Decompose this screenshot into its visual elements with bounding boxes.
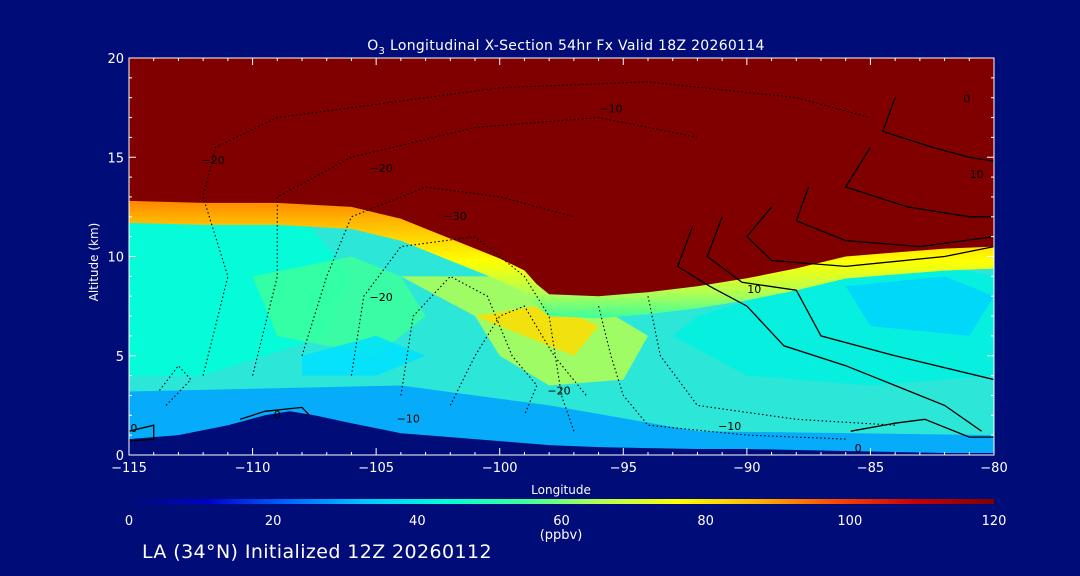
contour-label: 0: [855, 442, 862, 455]
x-tick-label: −95: [610, 461, 637, 476]
x-tick-label: −105: [358, 461, 394, 476]
title-species: O: [367, 38, 378, 54]
terrain-mask: [129, 411, 994, 455]
y-tick-label: 5: [116, 350, 124, 365]
colorbar-tick-label: 120: [982, 514, 1007, 529]
y-tick-label: 20: [107, 52, 124, 67]
x-tick-label: −110: [235, 461, 271, 476]
plot-area: −10 −20 −20 −30 −20 −20 −10 −10 0 0 0 10 0 10: [129, 58, 994, 455]
contour-line: [202, 81, 871, 376]
x-tick-label: −85: [857, 461, 884, 476]
contour-line: [850, 418, 994, 438]
footer-text: LA (34°N) Initialized 12Z 20260112: [142, 541, 492, 563]
contour-label: −20: [369, 162, 392, 175]
x-axis-title: Longitude: [531, 483, 591, 497]
x-axis: −115 −110 −105 −100 −95 −90 −85 −80: [111, 58, 1008, 476]
colorbar: [129, 499, 994, 504]
colorbar-tick-label: 40: [409, 514, 426, 529]
field-patch: [845, 276, 994, 336]
title-subscript: 3: [379, 46, 386, 57]
contour-line: [129, 424, 155, 442]
x-tick-label: −100: [482, 461, 518, 476]
y-axis: 0 5 10 15 20: [107, 52, 994, 464]
contour-line: [706, 216, 994, 381]
contour-line: [795, 186, 994, 248]
contour-label: 0: [963, 93, 970, 106]
colorbar-tick-label: 20: [265, 514, 282, 529]
x-tick-label: −115: [111, 461, 147, 476]
colorbar-tick-label: 100: [837, 514, 862, 529]
title-rest: Longitudinal X-Section 54hr Fx Valid 18Z…: [385, 38, 765, 54]
contour-line: [676, 226, 982, 432]
contour-label: 0: [130, 422, 137, 435]
field-patch: [252, 256, 426, 356]
field-patch: [302, 335, 426, 376]
contour-label: 10: [747, 283, 761, 296]
stratosphere-core: [129, 58, 994, 297]
contour-line: [400, 275, 538, 416]
colorbar-tick-label: 80: [697, 514, 714, 529]
contour-label: −10: [599, 103, 622, 116]
contour-label: −30: [444, 210, 467, 223]
contour-line: [598, 305, 846, 440]
contour-line: [239, 406, 310, 420]
field-patch: [475, 304, 599, 356]
contour-line: [647, 296, 896, 426]
contour-label: −10: [718, 420, 741, 433]
colorbar-unit: (ppbv): [540, 528, 583, 543]
x-tick-label: −90: [733, 461, 760, 476]
contour-lines: [129, 81, 994, 442]
y-axis-title: Altitude (km): [87, 223, 101, 302]
y-tick-label: 0: [116, 449, 124, 464]
colorbar-ticks: 0 20 40 60 80 100 120: [125, 514, 1007, 529]
y-tick-label: 15: [107, 151, 124, 166]
contour-line: [746, 206, 994, 268]
contour-label: −20: [369, 291, 392, 304]
contour-line: [350, 236, 575, 432]
contour-label: 10: [970, 168, 984, 181]
contour-line: [301, 186, 575, 356]
contour-label: −10: [397, 412, 420, 425]
contour-line: [881, 97, 994, 162]
contour-line: [158, 364, 192, 406]
contour-label: −20: [201, 154, 224, 167]
y-tick-label: 10: [107, 251, 124, 266]
contour-line: [252, 117, 698, 376]
contour-labels: −10 −20 −20 −30 −20 −20 −10 −10 0 0 0 10 0 10: [130, 93, 983, 455]
contour-label: −20: [547, 385, 570, 398]
chart-title: O3 Longitudinal X-Section 54hr Fx Valid …: [367, 38, 765, 57]
contour-line: [844, 146, 994, 218]
x-tick-label: −80: [980, 461, 1007, 476]
colorbar-tick-label: 0: [125, 514, 133, 529]
colorbar-tick-label: 60: [553, 514, 570, 529]
field-patches: [129, 216, 994, 455]
contour-label: 0: [274, 408, 281, 421]
